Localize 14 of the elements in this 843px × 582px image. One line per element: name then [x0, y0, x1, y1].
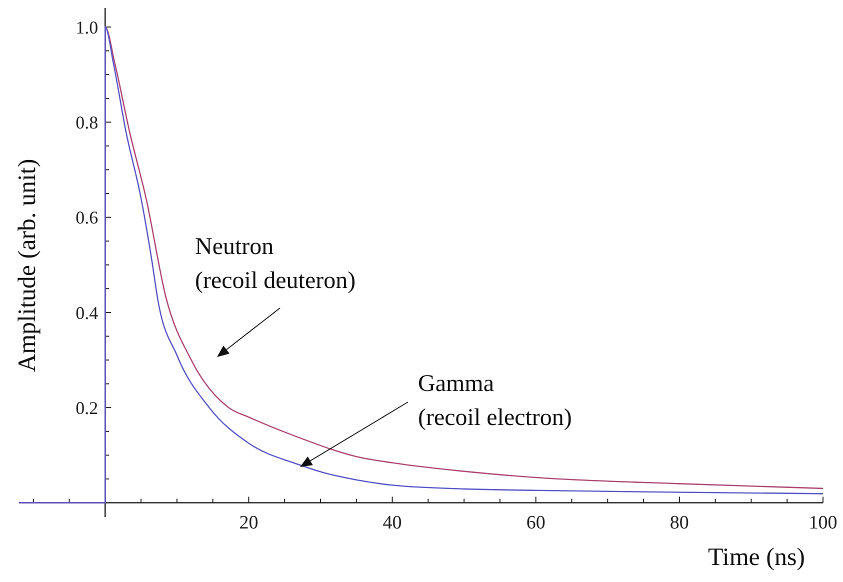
x-tick-label: 80: [670, 512, 689, 534]
y-tick-label: 0.4: [76, 302, 98, 323]
y-tick-label: 0.2: [76, 398, 98, 418]
x-tick-label: 60: [526, 512, 546, 534]
annotation: Gamma (recoil electron): [418, 371, 572, 431]
y-axis-title: Amplitude (arb. unit): [14, 158, 41, 372]
x-axis-title: Time (ns): [708, 544, 805, 571]
x-tick-label: 100: [808, 512, 838, 534]
y-tick-label: 0.6: [76, 208, 98, 228]
y-tick-label: 1.0: [76, 17, 98, 38]
x-tick-label: 20: [239, 512, 258, 534]
y-tick-label: 0.8: [76, 112, 98, 132]
x-tick-label: 40: [382, 512, 402, 534]
annotation: Neutron (recoil deuteron): [195, 234, 356, 294]
